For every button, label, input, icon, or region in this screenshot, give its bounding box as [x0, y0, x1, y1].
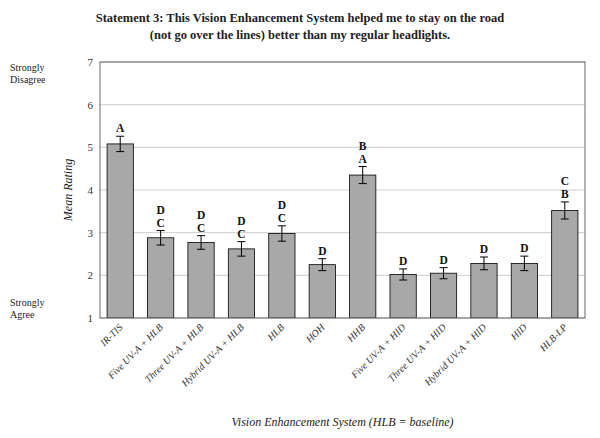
bar [511, 263, 537, 318]
letter-label: B [359, 140, 367, 152]
letter-label: D [197, 209, 205, 221]
letter-label: D [439, 254, 447, 266]
error-bar [237, 242, 245, 257]
letter-label: C [156, 217, 164, 229]
letter-label: D [156, 204, 164, 216]
y-tick-label: 6 [88, 99, 94, 111]
x-tick-label: HLB [264, 322, 286, 344]
letter-label: D [318, 245, 326, 257]
grid-line [100, 147, 585, 148]
letter-label: D [237, 215, 245, 227]
annotation: Strongly Disagree [10, 62, 47, 85]
letter-label: A [359, 153, 368, 165]
x-tick-label: IR-TIS [97, 322, 124, 349]
y-tick-label: 2 [88, 269, 94, 281]
annotation: Strongly Agree [10, 297, 47, 320]
x-tick-label: Hybrid UV-A + HLB [178, 322, 246, 390]
letter-label: D [399, 255, 407, 267]
marks [107, 136, 578, 318]
letter-label: B [561, 188, 569, 200]
x-axis-label: Vision Enhancement System (HLB = baselin… [231, 415, 453, 429]
error-bar [520, 256, 528, 271]
error-bar [197, 236, 205, 250]
y-axis-label: Mean Rating [61, 159, 75, 222]
bar [309, 265, 335, 318]
y-tick-label: 7 [88, 56, 94, 68]
x-tick-label: HID [508, 321, 530, 343]
error-bar [157, 231, 165, 246]
y-tick-label: 1 [88, 312, 94, 324]
x-tick-label: Hybrid UV-A + HID [422, 321, 489, 388]
bar [390, 274, 416, 318]
plot-frame [100, 62, 585, 318]
letter-label: A [116, 122, 125, 134]
letter-label: C [197, 222, 205, 234]
letter-label: C [561, 175, 569, 187]
bar [471, 263, 497, 318]
error-bar [440, 268, 448, 279]
grid [100, 62, 585, 318]
chart: Statement 3: This Vision Enhancement Sys… [0, 0, 600, 438]
bar [188, 242, 214, 318]
bar [552, 210, 578, 318]
error-bar [359, 167, 367, 184]
letter-label: C [237, 228, 245, 240]
bar [350, 175, 376, 318]
letter-label: C [278, 212, 286, 224]
y-tick-label: 5 [88, 141, 94, 153]
grid-line [100, 232, 585, 233]
error-bar [399, 269, 407, 280]
bar [430, 273, 456, 318]
y-tick-label: 4 [88, 184, 94, 196]
error-bar [116, 136, 124, 151]
x-tick-label: HOH [303, 321, 327, 345]
grid-line [100, 190, 585, 191]
error-bar [278, 226, 286, 241]
bar [147, 238, 173, 318]
x-tick-label: HLB-LP [537, 322, 569, 354]
letter-label: D [480, 243, 488, 255]
bar [228, 249, 254, 318]
letter-label: D [520, 242, 528, 254]
x-tick-label: HHB [344, 322, 367, 345]
error-bar [318, 259, 326, 271]
y-tick-label: 3 [88, 227, 94, 239]
title: Statement 3: This Vision Enhancement Sys… [96, 11, 505, 25]
error-bar [561, 202, 569, 219]
bar [269, 234, 295, 318]
subtitle: (not go over the lines) better than my r… [150, 28, 450, 42]
bar [107, 144, 133, 318]
error-bar [480, 257, 488, 270]
letter-label: D [278, 199, 286, 211]
grid-line [100, 104, 585, 105]
